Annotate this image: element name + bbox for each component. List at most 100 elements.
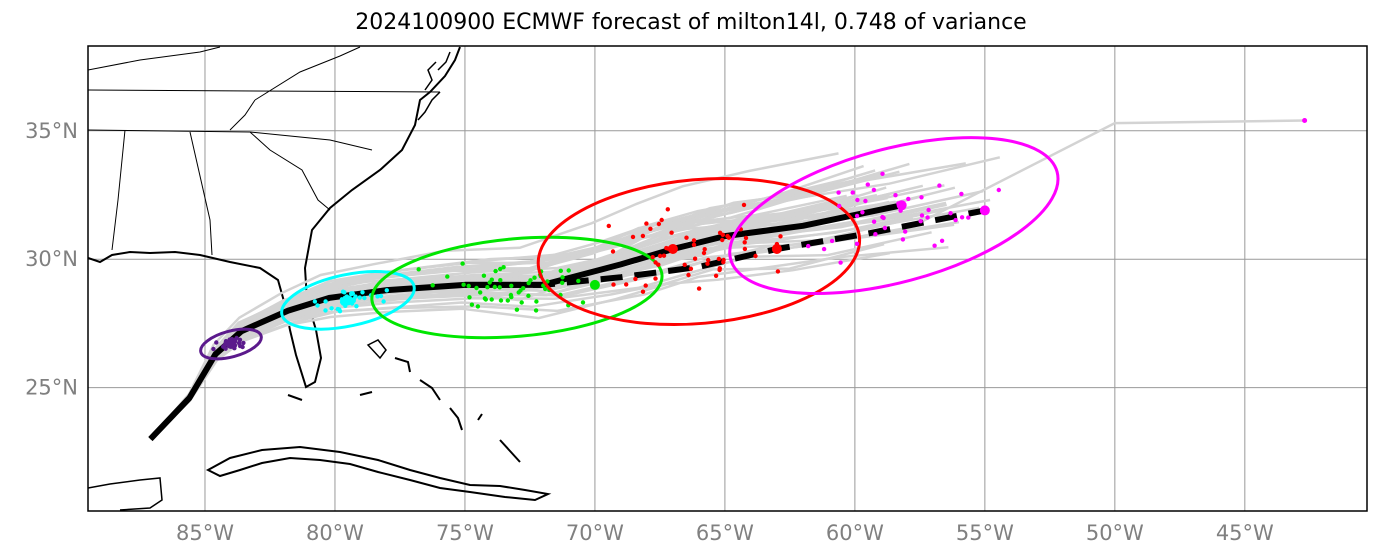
member-position-t3 <box>516 290 521 295</box>
member-position-t2 <box>384 288 389 293</box>
member-position-t1 <box>221 344 226 349</box>
x-tick-label: 60°W <box>826 521 884 545</box>
state-border-5 <box>249 131 331 211</box>
cuba-coastline <box>205 445 552 502</box>
member-position-t4 <box>726 235 731 240</box>
member-position-t4 <box>644 221 649 226</box>
mean-position-t4 <box>771 243 782 254</box>
member-position-t3 <box>489 277 494 282</box>
member-position-t1 <box>236 340 242 346</box>
member-position-t5 <box>855 197 860 203</box>
member-position-t3 <box>521 286 526 291</box>
member-position-t3 <box>501 265 506 270</box>
member-position-t5 <box>863 198 868 204</box>
x-tick-label: 75°W <box>436 521 494 545</box>
member-position-t1 <box>214 340 219 345</box>
x-tick-label: 45°W <box>1216 521 1274 545</box>
bahamas-3 <box>419 379 441 401</box>
member-position-t4 <box>717 266 722 271</box>
member-position-t3 <box>498 298 504 303</box>
member-position-t4 <box>713 273 719 278</box>
yucatan <box>88 477 163 511</box>
member-position-t2 <box>329 306 334 311</box>
state-border-1 <box>88 89 441 93</box>
member-position-t3 <box>492 284 497 290</box>
x-tick-label: 80°W <box>306 521 364 545</box>
member-position-t5 <box>900 237 906 242</box>
ensemble-track <box>149 152 839 440</box>
member-position-t2 <box>362 295 367 301</box>
member-position-t3 <box>560 280 565 285</box>
member-position-t5 <box>906 196 911 202</box>
member-position-t3 <box>475 304 481 309</box>
member-position-t5 <box>880 214 885 220</box>
cape-area <box>437 51 451 71</box>
bahamas-2 <box>394 357 411 373</box>
member-position-t5 <box>937 183 942 188</box>
member-position-t3 <box>430 283 435 288</box>
member-position-t5 <box>996 187 1001 193</box>
member-position-t1 <box>211 346 216 352</box>
bahamas-7 <box>287 394 303 401</box>
state-border-6 <box>88 46 221 71</box>
member-position-t4 <box>701 250 707 256</box>
member-position-t4 <box>741 202 747 208</box>
member-position-t5 <box>919 195 924 200</box>
member-position-t4 <box>753 253 758 259</box>
uncertainty-ellipse-t5 <box>728 136 1060 296</box>
member-position-t1 <box>240 344 245 350</box>
member-position-t3 <box>508 292 514 298</box>
member-position-t5 <box>838 260 843 265</box>
member-position-t1 <box>241 340 246 346</box>
member-position-t3 <box>576 278 581 284</box>
member-position-t5 <box>880 171 885 176</box>
x-tick-label: 65°W <box>696 521 754 545</box>
member-position-t2 <box>342 290 347 295</box>
bahamas-8 <box>359 391 373 396</box>
state-border-3 <box>111 129 126 251</box>
bahamas-4 <box>449 407 463 431</box>
member-position-t5 <box>871 187 877 193</box>
member-position-t4 <box>775 269 781 274</box>
member-position-t3 <box>558 268 563 273</box>
ensemble-track <box>149 164 864 440</box>
member-position-t2 <box>354 304 359 309</box>
uncertainty-ellipse-t3 <box>370 235 664 340</box>
member-position-t3 <box>514 307 520 312</box>
x-tick-labels: 85°W 80°W 75°W 70°W 65°W 60°W 55°W 50°W 45°W <box>176 521 1274 545</box>
member-position-t3 <box>534 299 539 304</box>
member-position-t3 <box>469 302 475 307</box>
member-position-t2 <box>312 299 318 304</box>
member-position-t4 <box>702 247 707 252</box>
member-position-t4 <box>743 235 749 241</box>
member-position-t5 <box>836 190 841 195</box>
member-position-t5 <box>821 246 827 252</box>
uncertainty-ellipse-t2 <box>280 270 416 331</box>
member-position-t3 <box>478 290 483 295</box>
x-tick-label: 85°W <box>176 521 234 545</box>
member-position-t5 <box>1302 118 1308 124</box>
member-position-t4 <box>657 253 663 259</box>
member-position-t5 <box>854 241 860 246</box>
member-position-t3 <box>528 278 533 283</box>
member-position-t4 <box>682 262 687 267</box>
x-tick-label: 70°W <box>566 521 624 545</box>
state-borders <box>88 46 441 256</box>
us-inner-coast <box>417 91 441 121</box>
member-position-t5 <box>882 225 888 231</box>
member-position-t5 <box>873 232 878 237</box>
member-position-t3 <box>493 268 498 274</box>
member-position-t5 <box>939 238 945 243</box>
member-position-t5 <box>919 213 925 218</box>
ensemble-mean-track <box>148 202 903 442</box>
member-position-t4 <box>742 246 748 252</box>
member-position-t2 <box>378 293 384 299</box>
member-position-t4 <box>686 272 691 278</box>
member-position-t4 <box>720 232 725 237</box>
member-position-t2 <box>353 294 358 299</box>
member-position-t5 <box>893 193 898 198</box>
member-position-t4 <box>688 266 694 271</box>
member-position-t3 <box>416 267 421 272</box>
member-position-t3 <box>543 286 548 292</box>
